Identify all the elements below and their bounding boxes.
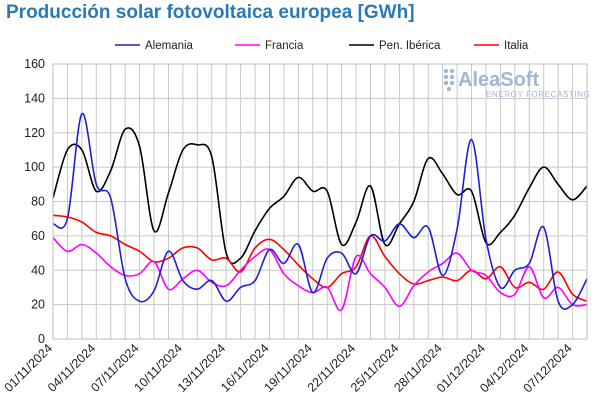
x-axis-ticks: 01/11/202404/11/202407/11/202410/11/2024…: [2, 341, 575, 395]
legend-label-francia: Francia: [265, 40, 304, 52]
series-line-francia: [52, 237, 588, 312]
series-line-alemania: [52, 112, 588, 310]
series-line-italia: [52, 214, 588, 302]
legend-label-italia: Italia: [504, 40, 529, 52]
chart-title: Producción solar fotovoltaica europea [G…: [6, 2, 415, 23]
y-tick-label: 80: [31, 195, 45, 209]
series-lines: [52, 112, 588, 312]
aleasoft-logo: AleaSoft ENERGY FORECASTING: [443, 68, 590, 99]
legend: Alemania Francia Pen. Ibérica Italia: [115, 40, 529, 52]
y-tick-label: 120: [24, 126, 45, 140]
legend-label-alemania: Alemania: [145, 40, 194, 52]
logo-subtitle: ENERGY FORECASTING: [486, 90, 590, 99]
legend-label-pen-ib-rica: Pen. Ibérica: [379, 40, 441, 52]
y-tick-label: 40: [31, 263, 45, 277]
y-tick-label: 0: [38, 332, 45, 346]
y-tick-label: 60: [31, 229, 45, 243]
y-axis-ticks: 0 20 40 60 80 100 120 140 160: [24, 57, 45, 346]
y-tick-label: 160: [24, 57, 45, 71]
logo-text: AleaSoft: [458, 69, 539, 91]
logo-mark-icon: [443, 68, 455, 92]
y-tick-label: 100: [24, 160, 45, 174]
y-tick-label: 20: [31, 298, 45, 312]
y-tick-label: 140: [24, 91, 45, 105]
plot-border: [52, 63, 588, 340]
series-line-pen-ib-rica: [52, 127, 588, 265]
